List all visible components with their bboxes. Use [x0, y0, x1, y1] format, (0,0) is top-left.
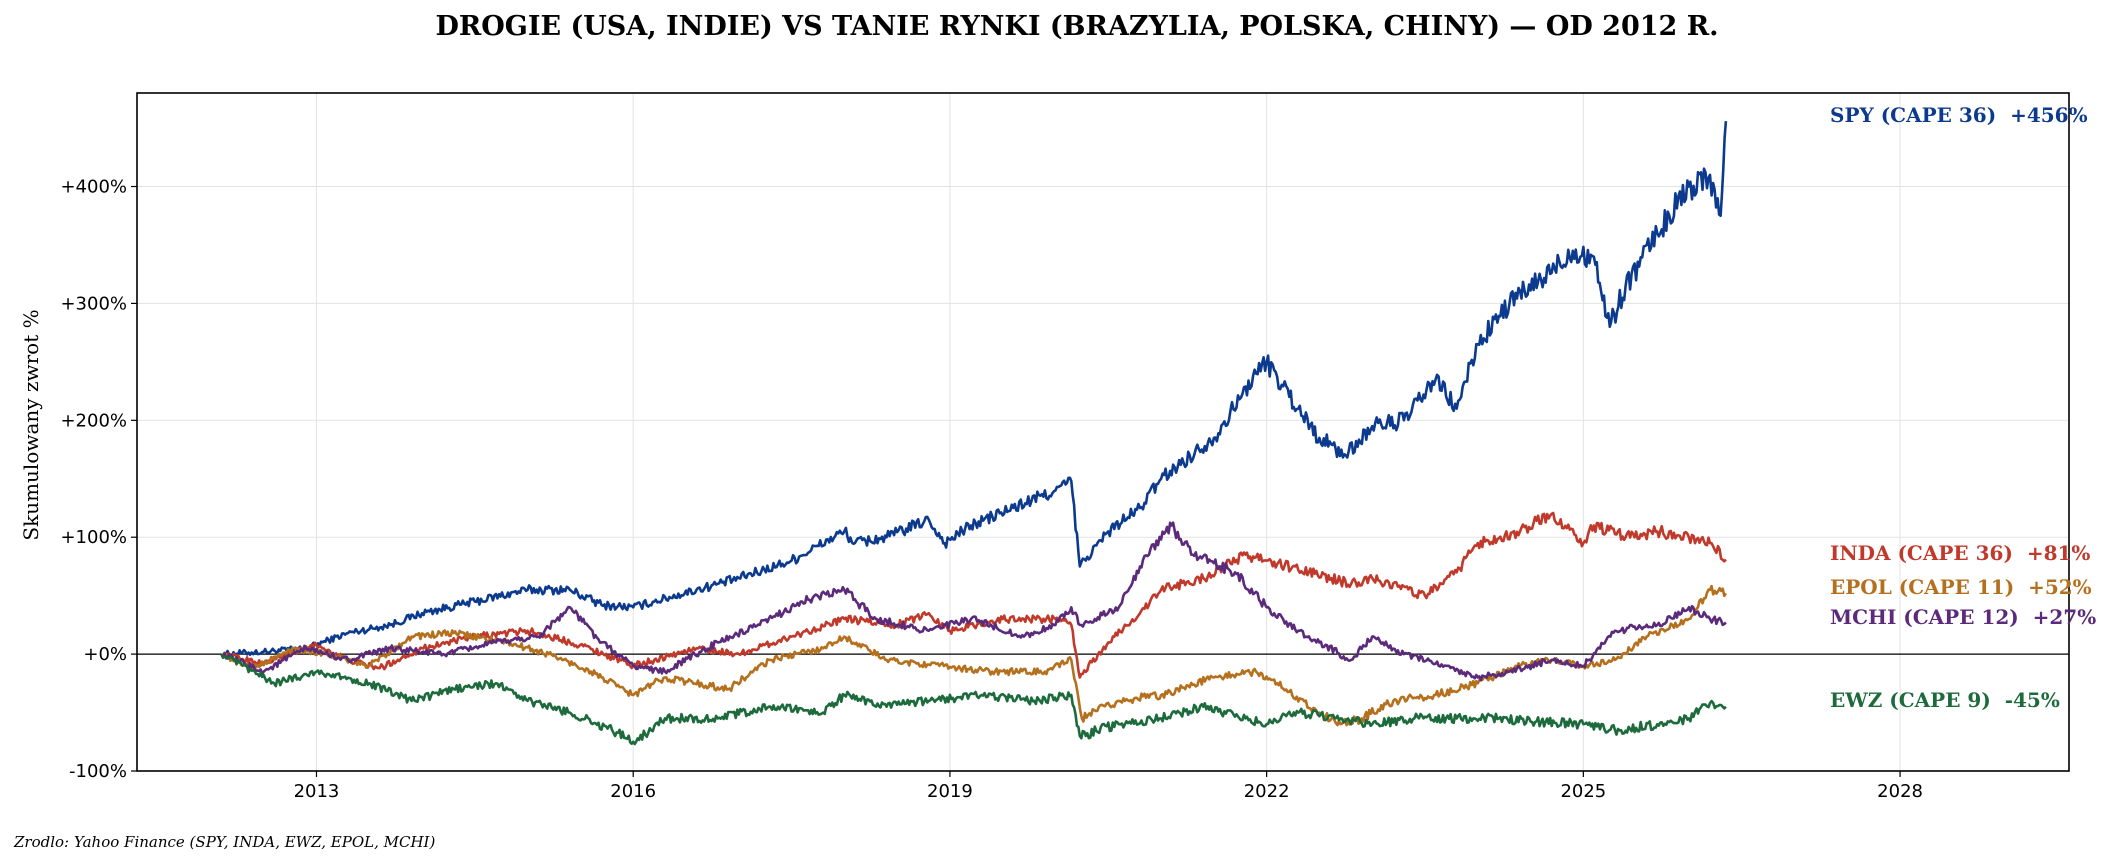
- y-tick-label: -100%: [69, 761, 127, 782]
- end-label-ewz: EWZ (CAPE 9) -45%: [1830, 688, 2060, 712]
- chart-title: DROGIE (USA, INDIE) VS TANIE RYNKI (BRAZ…: [435, 11, 1718, 42]
- x-tick-label: 2013: [294, 781, 340, 802]
- x-tick-label: 2019: [927, 781, 973, 802]
- y-tick-label: +0%: [83, 644, 127, 665]
- y-tick-label: +100%: [60, 527, 127, 548]
- x-tick-label: 2028: [1877, 781, 1923, 802]
- y-axis-ticks: -100% +0% +100% +200% +300% +400%: [60, 177, 137, 782]
- x-tick-label: 2016: [610, 781, 656, 802]
- end-label-spy: SPY (CAPE 36) +456%: [1830, 103, 2088, 127]
- x-tick-label: 2022: [1244, 781, 1290, 802]
- end-label-inda: INDA (CAPE 36) +81%: [1830, 541, 2090, 565]
- y-tick-label: +300%: [60, 293, 127, 314]
- y-axis-label: Skumulowany zwrot %: [19, 309, 43, 540]
- source-note: Zrodlo: Yahoo Finance (SPY, INDA, EWZ, E…: [13, 833, 435, 851]
- series-lines: [220, 121, 1728, 746]
- y-tick-label: +200%: [60, 410, 127, 431]
- series-line-ewz: [220, 653, 1727, 746]
- series-line-mchi: [220, 521, 1727, 682]
- series-line-inda: [220, 511, 1727, 679]
- series-line-epol: [220, 584, 1727, 727]
- end-label-epol: EPOL (CAPE 11) +52%: [1830, 575, 2092, 599]
- series-line-spy: [220, 121, 1728, 659]
- y-tick-label: +400%: [60, 177, 127, 198]
- end-label-mchi: MCHI (CAPE 12) +27%: [1830, 605, 2096, 629]
- x-tick-label: 2025: [1560, 781, 1606, 802]
- plot-frame: [136, 92, 2070, 772]
- x-axis-ticks: 2013 2016 2019 2022 2025 2028: [294, 771, 1923, 802]
- end-labels: SPY (CAPE 36) +456% INDA (CAPE 36) +81% EP…: [1830, 103, 2096, 712]
